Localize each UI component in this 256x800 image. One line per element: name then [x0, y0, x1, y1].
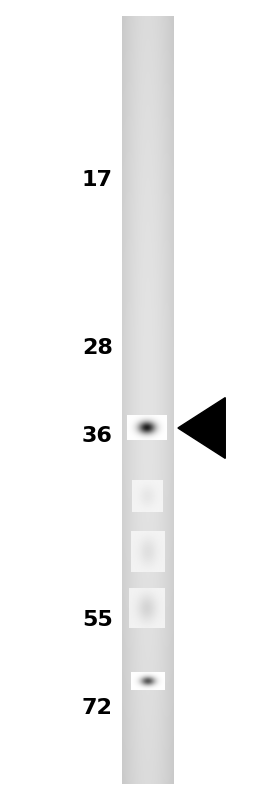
Text: 36: 36	[82, 426, 113, 446]
Polygon shape	[178, 398, 225, 458]
Text: 17: 17	[82, 170, 113, 190]
Text: 28: 28	[82, 338, 113, 358]
Text: 55: 55	[82, 610, 113, 630]
Text: 72: 72	[82, 698, 113, 718]
